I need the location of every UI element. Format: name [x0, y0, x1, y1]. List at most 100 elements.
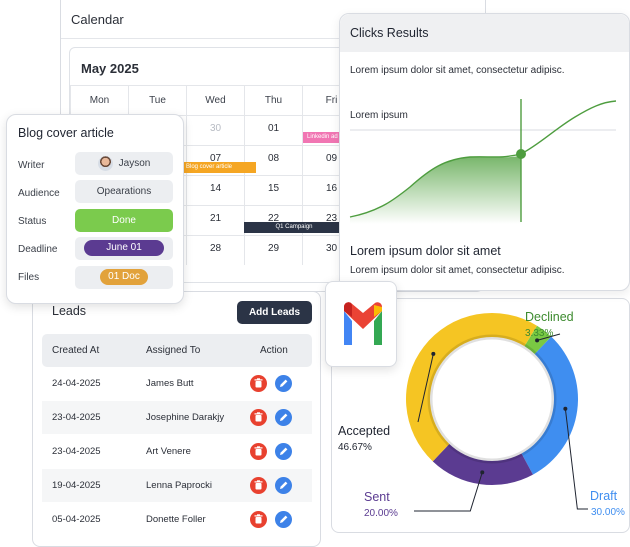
clicks-text-2: Lorem ipsum dolor sit amet, consectetur …: [350, 265, 565, 276]
clicks-text: Lorem ipsum dolor sit amet, consectetur …: [350, 65, 565, 76]
clicks-subtitle: Lorem ipsum dolor sit amet: [350, 244, 501, 258]
series-line: [349, 100, 617, 218]
donut-chart: [406, 312, 588, 512]
weekday-header: Tue: [128, 85, 186, 115]
blog-title: Blog cover article: [18, 126, 114, 140]
legend-label-draft: Draft: [590, 489, 618, 503]
audience-field[interactable]: Opearations: [75, 180, 173, 203]
table-row: 05-04-2025 Donette Foller: [42, 503, 312, 536]
card-header: [340, 14, 629, 52]
edit-icon[interactable]: [275, 375, 292, 392]
blog-card: Blog cover article Writer Jayson Audienc…: [6, 114, 184, 304]
writer-label: Writer: [18, 160, 45, 171]
status-badge[interactable]: Done: [75, 209, 173, 232]
calendar-day[interactable]: 09: [302, 145, 360, 175]
assigned-to-cell: Josephine Darakjy: [146, 412, 225, 423]
writer-name: Jayson: [118, 158, 151, 169]
delete-icon[interactable]: [250, 477, 267, 494]
files-label: Files: [18, 272, 40, 283]
calendar-day[interactable]: 14: [186, 175, 244, 205]
area-fill: [350, 154, 523, 224]
leads-title: Leads: [52, 304, 87, 318]
event-blog[interactable]: Blog cover article: [182, 162, 256, 173]
audience-label: Audience: [18, 188, 60, 199]
column-action: Action: [260, 345, 288, 356]
calendar-day[interactable]: 30: [302, 235, 360, 265]
delete-icon[interactable]: [250, 443, 267, 460]
writer-field[interactable]: Jayson: [75, 152, 173, 175]
column-assigned-to: Assigned To: [146, 345, 201, 356]
assigned-to-cell: Lenna Paprocki: [146, 480, 213, 491]
legend-value-accepted: 46.67%: [338, 442, 372, 453]
created-at-cell: 23-04-2025: [52, 446, 101, 457]
weekday-header: Fri: [302, 85, 360, 115]
gmail-icon: [344, 302, 382, 345]
leader-dot: [535, 338, 540, 343]
calendar-month-label: May 2025: [81, 61, 139, 76]
created-at-cell: 05-04-2025: [52, 514, 101, 525]
assigned-to-cell: Art Venere: [146, 446, 191, 457]
created-at-cell: 19-04-2025: [52, 480, 101, 491]
event-linkedin[interactable]: Linkedin ad: [303, 132, 365, 143]
divider: [61, 38, 485, 39]
line-label: Lorem ipsum: [350, 110, 412, 121]
delete-icon[interactable]: [250, 409, 267, 426]
calendar-day[interactable]: 29: [244, 235, 302, 265]
delete-icon[interactable]: [250, 511, 267, 528]
clicks-results-card: Clicks Results Lorem ipsum dolor sit ame…: [339, 13, 630, 291]
assigned-to-cell: Donette Foller: [146, 514, 206, 525]
weekday-header: Mon: [70, 85, 128, 115]
calendar-day[interactable]: 28: [186, 235, 244, 265]
event-campaign[interactable]: Q1 Campaign: [244, 222, 344, 233]
deadline-field[interactable]: June 01: [75, 237, 173, 260]
legend-value-declined: 3.33%: [525, 328, 554, 339]
clicks-line-chart: [349, 99, 617, 224]
table-row: 19-04-2025 Lenna Paprocki: [42, 469, 312, 502]
leader-line: [417, 353, 434, 423]
marker-point: [516, 149, 526, 159]
edit-icon[interactable]: [275, 511, 292, 528]
legend-value-draft: 30.00%: [591, 507, 625, 518]
status-label: Status: [18, 216, 47, 227]
deadline-pill: June 01: [84, 240, 164, 257]
weekday-header: Thu: [244, 85, 302, 115]
edit-icon[interactable]: [275, 477, 292, 494]
clicks-title: Clicks Results: [350, 26, 429, 40]
calendar-day[interactable]: 01: [244, 115, 302, 145]
leader-line: [564, 408, 588, 510]
legend-label-declined: Declined: [525, 310, 574, 324]
legend-value-sent: 20.00%: [364, 508, 398, 519]
legend-label-accepted: Accepted: [338, 424, 391, 438]
files-pill: 01 Doc: [100, 269, 148, 286]
files-field[interactable]: 01 Doc: [75, 266, 173, 289]
add-leads-button[interactable]: Add Leads: [237, 301, 312, 324]
calendar-day[interactable]: 07: [186, 145, 244, 175]
calendar-day[interactable]: 08: [244, 145, 302, 175]
calendar-day[interactable]: 15: [244, 175, 302, 205]
assigned-to-cell: James Butt: [146, 378, 194, 389]
gmail-card[interactable]: [325, 281, 397, 367]
calendar-day[interactable]: 30: [186, 115, 244, 145]
table-row: 23-04-2025 Josephine Darakjy: [42, 401, 312, 434]
edit-icon[interactable]: [275, 443, 292, 460]
table-row: 24-04-2025 James Butt: [42, 367, 312, 400]
column-created-at: Created At: [52, 345, 100, 356]
calendar-day[interactable]: 16: [302, 175, 360, 205]
delete-icon[interactable]: [250, 375, 267, 392]
calendar-day[interactable]: 23: [302, 205, 360, 235]
deadline-label: Deadline: [18, 244, 58, 255]
leader-line: [414, 472, 483, 512]
donut-slice-accepted: [406, 312, 538, 462]
proposal-status-card: Declined 3.33% Draft 30.00% Sent 20.00% …: [331, 298, 630, 533]
calendar-day[interactable]: 22: [244, 205, 302, 235]
weekday-header: Wed: [186, 85, 244, 115]
leader-dot: [431, 351, 436, 356]
donut-slice-draft: [521, 336, 578, 475]
created-at-cell: 24-04-2025: [52, 378, 101, 389]
calendar-day[interactable]: 21: [186, 205, 244, 235]
calendar-title: Calendar: [71, 12, 124, 27]
donut-inner-ring: [427, 334, 557, 464]
created-at-cell: 23-04-2025: [52, 412, 101, 423]
calendar-day[interactable]: [302, 115, 360, 145]
edit-icon[interactable]: [275, 409, 292, 426]
